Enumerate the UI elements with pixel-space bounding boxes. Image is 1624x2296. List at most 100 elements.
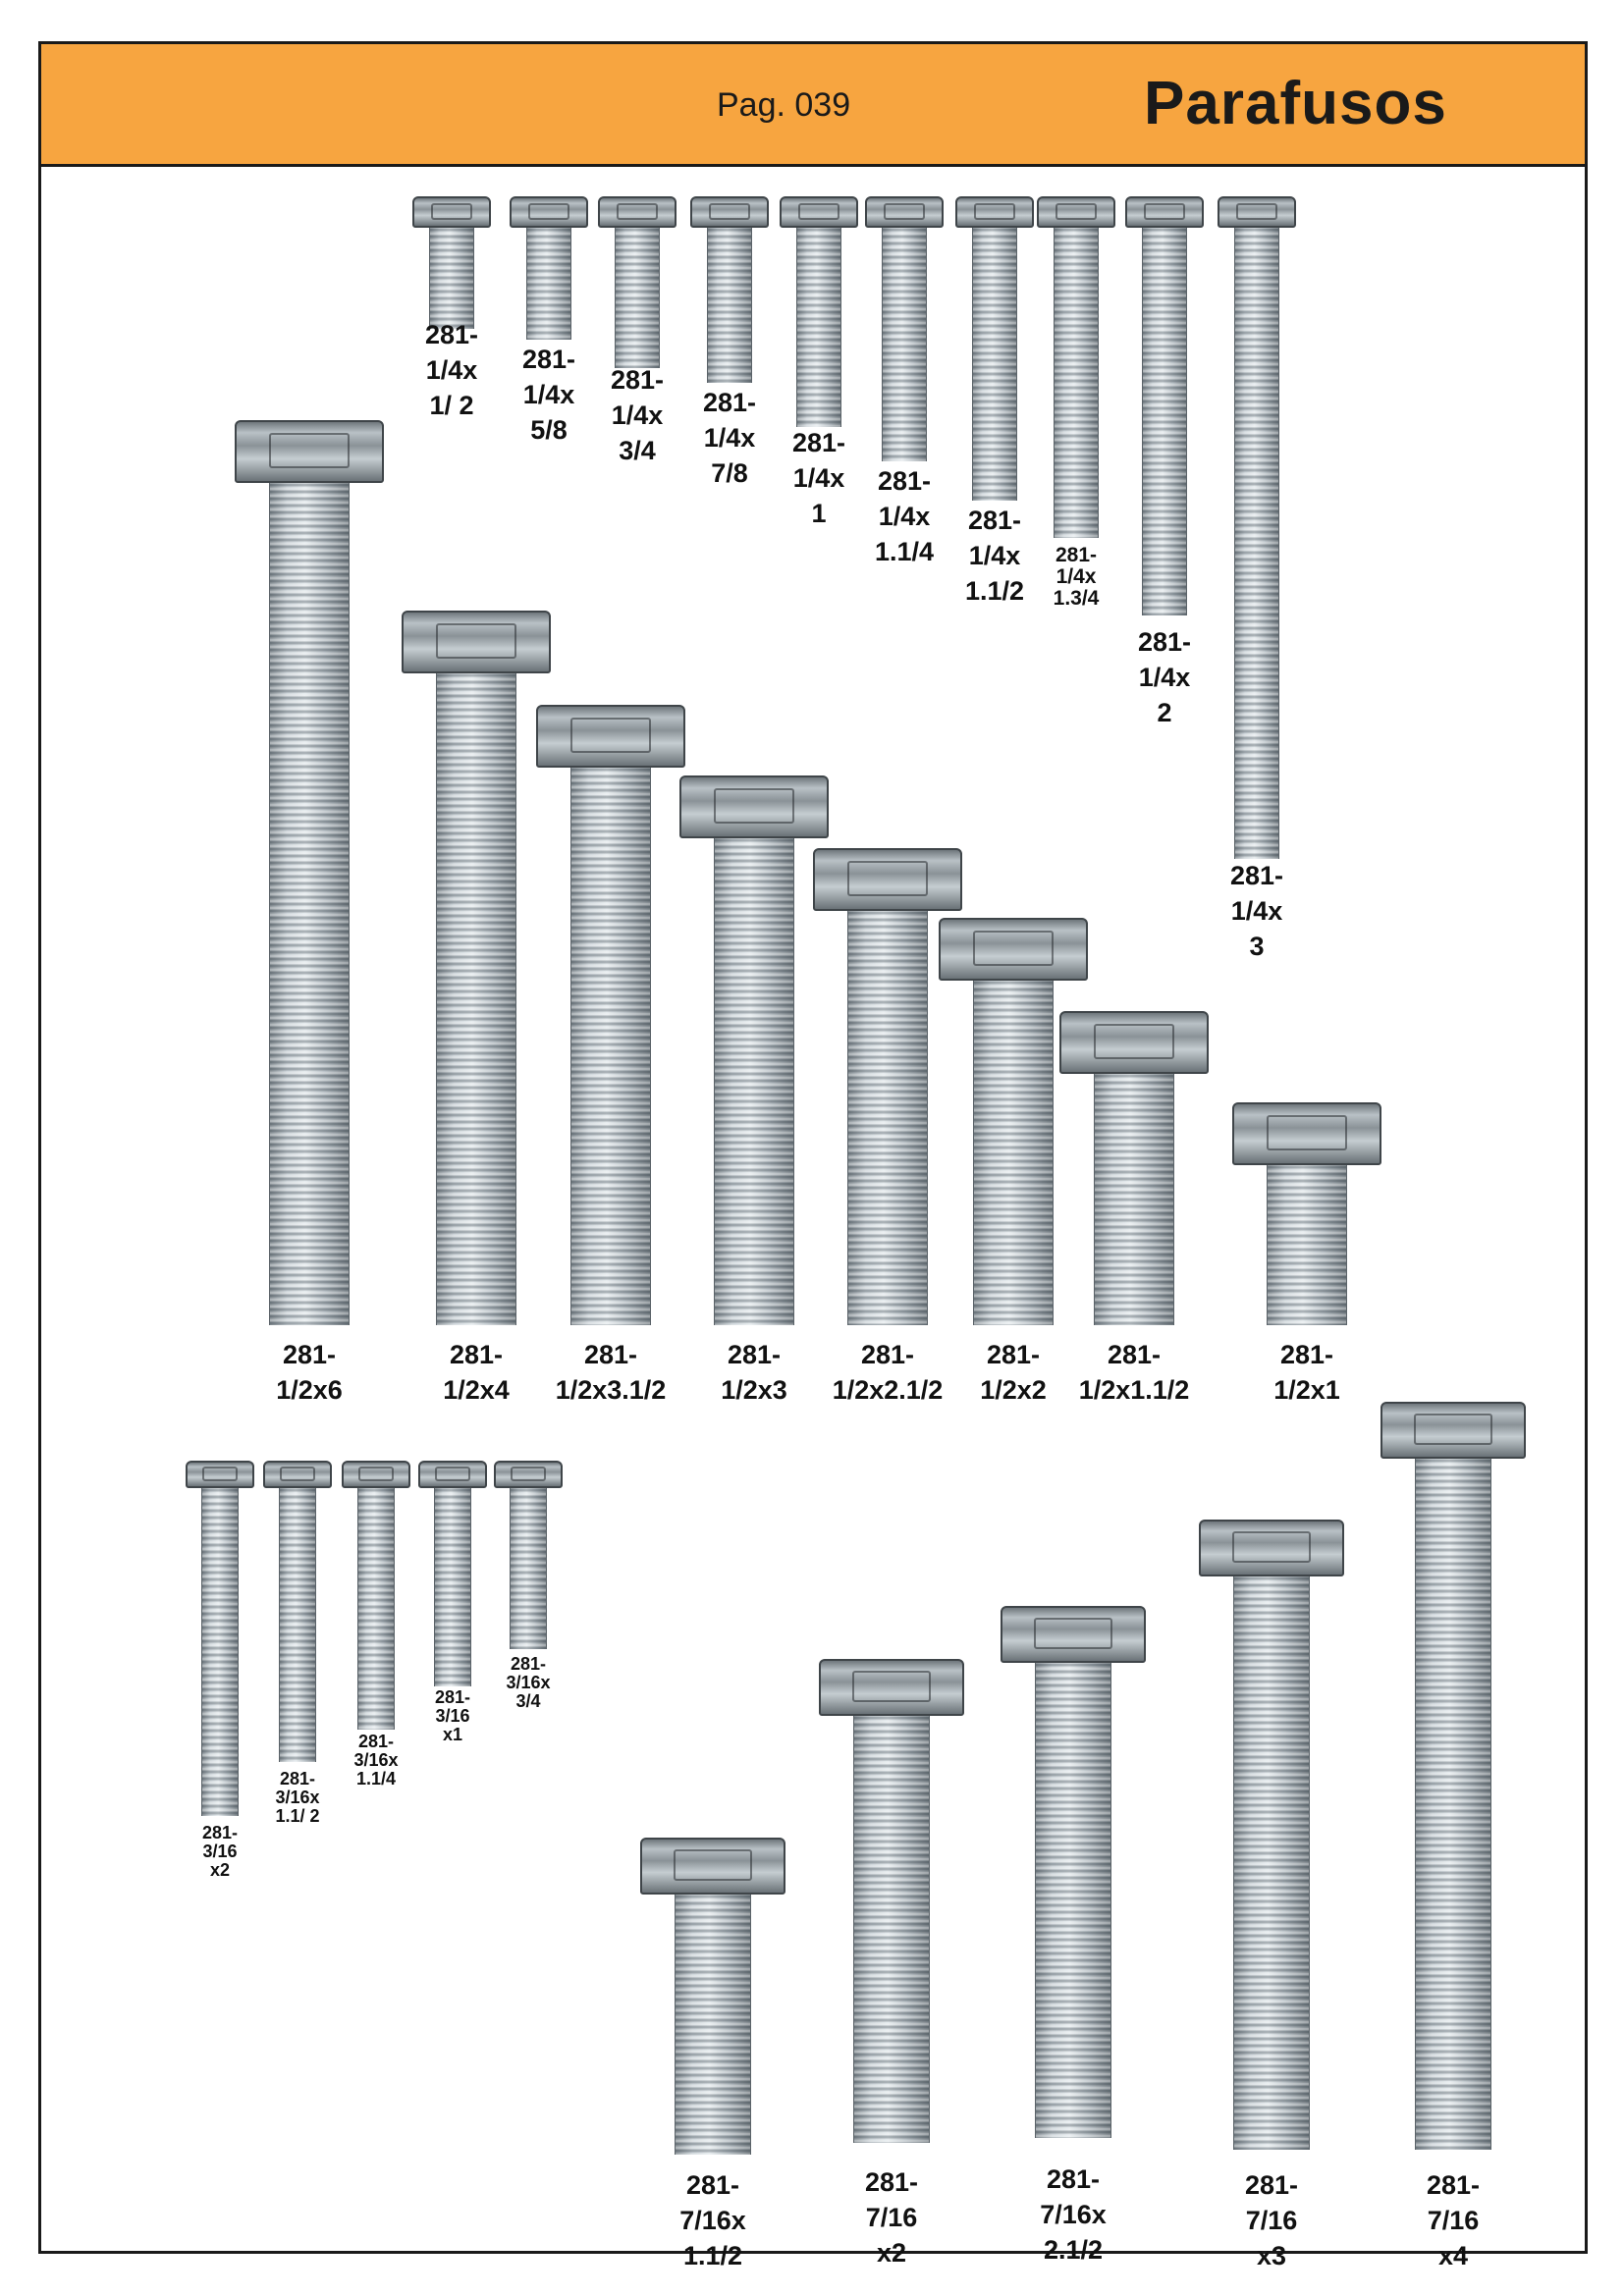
bolt-head <box>494 1461 563 1488</box>
bolt-label-line: 281- <box>702 388 757 417</box>
bolt-label-line: 7/16 <box>1427 2206 1480 2235</box>
bolt-shank <box>510 1486 547 1649</box>
bolt-head <box>955 196 1034 228</box>
bolt-label-line: 1/4x <box>878 502 931 531</box>
bolt-label-line: 1.1/2 <box>964 576 1025 606</box>
bolt-label-line: 1/2x3 <box>721 1375 787 1405</box>
bolt-label: 281- 1/2x3.1/2 <box>513 1337 709 1408</box>
bolt-label: 281- 3/16 x2 <box>122 1824 318 1880</box>
bolt-label-line: 1 <box>811 499 827 528</box>
bolt-label: 281- 1/4x 3/4 <box>539 362 735 468</box>
bolt-label-line: 281- <box>1055 544 1098 566</box>
bolt-281-1-2x3-1-2 <box>536 705 685 1325</box>
bolt-shank <box>570 766 651 1325</box>
bolt-label-line: 281- <box>282 1340 337 1369</box>
bolt-281-3-16x-1-1-2 <box>263 1461 332 1762</box>
bolt-head <box>186 1461 254 1488</box>
bolt-281-3-16-x1 <box>418 1461 487 1686</box>
bolt-label-line: x2 <box>209 1860 231 1880</box>
bolt-shank <box>853 1714 930 2143</box>
bolt-head <box>819 1659 964 1716</box>
bolt-label: 281- 7/16x 2.1/2 <box>975 2162 1171 2268</box>
bolt-label-line: 281- <box>727 1340 782 1369</box>
bolt-label-line: 7/8 <box>711 458 748 488</box>
bolt-shank <box>615 226 660 368</box>
bolt-label-line: 1/4x <box>522 380 575 409</box>
bolt-281-1-4x-7-8 <box>690 196 769 383</box>
bolt-head <box>418 1461 487 1488</box>
bolt-shank <box>1267 1163 1347 1325</box>
bolt-label: 281- 3/16x 1.1/4 <box>278 1733 474 1789</box>
bolt-281-1-2x4 <box>402 611 551 1325</box>
bolt-281-1-4x-3 <box>1218 196 1296 859</box>
bolt-281-1-2x2-1-2 <box>813 848 962 1325</box>
bolt-label: 281- 1/4x 1.1/4 <box>806 463 1002 569</box>
bolt-shank <box>279 1486 316 1762</box>
bolt-label-line: 281- <box>1426 2170 1481 2200</box>
bolt-label-line: 281- <box>685 2170 740 2200</box>
bolt-label-line: 281- <box>610 365 665 395</box>
header-band <box>38 41 1588 167</box>
bolt-label: 281- 7/16x 1.1/2 <box>615 2167 811 2273</box>
bolt-label-line: x2 <box>876 2238 907 2268</box>
bolt-label: 281- 1/4x 2 <box>1066 624 1263 730</box>
bolt-head <box>1199 1520 1344 1576</box>
bolt-label: 281- 1/2x2 <box>915 1337 1111 1408</box>
bolt-head <box>813 848 962 911</box>
bolt-head <box>865 196 944 228</box>
bolt-label-line: 1/ 2 <box>429 391 474 420</box>
bolt-281-7-16x-2-1-2 <box>1001 1606 1146 2138</box>
bolt-281-1-4x-5-8 <box>510 196 588 340</box>
bolt-281-7-16-x4 <box>1380 1402 1526 2150</box>
bolt-label: 281- 1/4x 5/8 <box>451 342 647 448</box>
bolt-shank <box>973 979 1054 1325</box>
bolt-label-line: 281- <box>583 1340 638 1369</box>
bolt-label-line: 1/4x <box>1230 896 1283 926</box>
bolt-label-line: x4 <box>1437 2241 1469 2270</box>
bolt-label-line: 1/2x6 <box>276 1375 343 1405</box>
bolt-head <box>342 1461 410 1488</box>
bolt-281-1-4x-1-3-4 <box>1037 196 1115 538</box>
bolt-head <box>536 705 685 768</box>
bolt-head <box>690 196 769 228</box>
bolt-label: 281- 1/4x 7/8 <box>631 385 828 491</box>
bolt-label-line: x1 <box>442 1725 463 1744</box>
bolt-label-line: 1/4x <box>611 400 664 430</box>
bolt-shank <box>1094 1072 1174 1325</box>
bolt-head <box>1218 196 1296 228</box>
bolt-shank <box>1054 226 1099 538</box>
bolt-281-1-2x1-1-2 <box>1059 1011 1209 1325</box>
bolt-label: 281- 3/16 x1 <box>354 1688 551 1744</box>
bolt-281-1-2x2 <box>939 918 1088 1325</box>
bolt-head <box>780 196 858 228</box>
bolt-label-line: 1/4x <box>1138 663 1191 692</box>
bolt-label: 281- 1/2x3 <box>656 1337 852 1408</box>
bolt-label-line: 7/16 <box>1245 2206 1298 2235</box>
bolt-label-line: 1/4x <box>968 541 1021 570</box>
bolt-281-1-2x3 <box>679 775 829 1325</box>
bolt-label: 281- 1/4x 1.1/2 <box>896 503 1093 609</box>
bolt-head <box>1125 196 1204 228</box>
bolt-head <box>1001 1606 1146 1663</box>
bolt-label-line: 281- <box>449 1340 504 1369</box>
bolt-label: 281- 3/16x 3/4 <box>430 1655 626 1711</box>
bolt-label: 281- 1/2x6 <box>211 1337 407 1408</box>
bolt-281-1-4x-1 <box>780 196 858 427</box>
bolt-head <box>1380 1402 1526 1459</box>
page-number: Pag. 039 <box>717 86 851 124</box>
bolt-shank <box>847 909 928 1325</box>
bolt-label-line: 281- <box>521 345 576 374</box>
bolt-label-line: 281- <box>877 466 932 496</box>
bolt-label-line: 1/4x <box>1056 565 1097 588</box>
bolt-label-line: 1/2x2.1/2 <box>832 1375 944 1405</box>
bolt-label-line: 1.1/ 2 <box>275 1806 320 1826</box>
bolt-head <box>1232 1102 1381 1165</box>
bolt-label-line: 281- <box>986 1340 1041 1369</box>
bolt-281-1-2x1 <box>1232 1102 1381 1325</box>
bolt-281-3-16x-1-1-4 <box>342 1461 410 1730</box>
bolt-shank <box>434 1486 471 1686</box>
bolt-281-7-16-x3 <box>1199 1520 1344 2150</box>
bolt-head <box>679 775 829 838</box>
bolt-head <box>939 918 1088 981</box>
bolt-label-line: 7/16x <box>1040 2200 1107 2229</box>
